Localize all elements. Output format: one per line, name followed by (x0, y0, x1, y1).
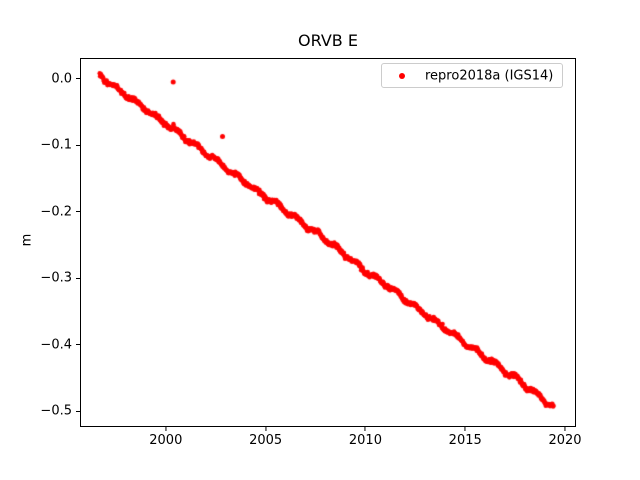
x-tick-label: 2015 (448, 433, 482, 448)
legend-label: repro2018a (IGS14) (425, 68, 554, 83)
x-tick-mark (265, 427, 267, 431)
x-tick: 2020 (548, 427, 582, 448)
x-tick: 2015 (449, 427, 482, 448)
y-tick-mark (76, 144, 80, 146)
x-tick: 2000 (149, 427, 182, 448)
x-tick-label: 2000 (149, 433, 183, 448)
x-tick-label: 2010 (348, 433, 382, 448)
y-tick-label: −0.5 (40, 403, 72, 419)
x-tick-label: 2005 (249, 433, 283, 448)
x-tick-mark (464, 427, 466, 431)
x-tick-mark (564, 427, 566, 431)
y-tick-label: −0.1 (40, 137, 72, 153)
y-tick-mark (76, 344, 80, 346)
y-tick-mark (76, 78, 80, 80)
y-tick-mark (76, 211, 80, 213)
y-tick-mark (76, 277, 80, 279)
x-tick-mark (165, 427, 167, 431)
y-tick-label: −0.4 (40, 337, 72, 353)
x-tick: 2010 (349, 427, 382, 448)
x-tick: 2005 (249, 427, 282, 448)
y-tick-mark (76, 410, 80, 412)
y-tick-label: −0.3 (40, 270, 72, 286)
y-tick-label: −0.2 (40, 204, 72, 220)
y-tick-label: 0.0 (51, 71, 72, 87)
y-axis-label: m (19, 233, 35, 247)
legend-dot-icon (399, 72, 405, 79)
x-tick-label: 2020 (548, 433, 582, 448)
legend: repro2018a (IGS14) (381, 63, 563, 88)
x-tick-mark (364, 427, 366, 431)
